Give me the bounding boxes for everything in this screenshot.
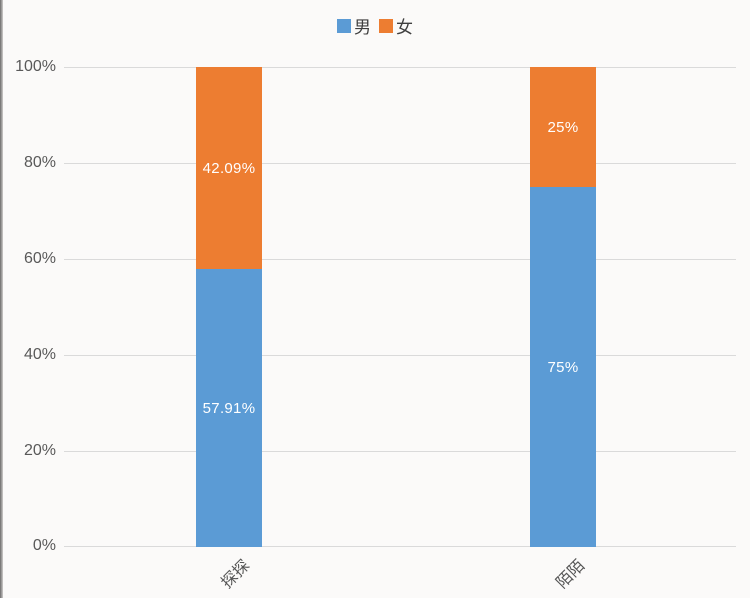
gridline-20 [64, 451, 736, 452]
x-label-tantan: 探探 [218, 557, 254, 592]
gridline-0-baseline [64, 546, 736, 547]
x-label-momo: 陌陌 [553, 557, 589, 592]
chart-legend: 男 女 [0, 13, 750, 38]
bar-tantan-male-segment: 57.91% [196, 269, 262, 547]
female-color-swatch-icon [379, 18, 393, 33]
legend-label-female: 女 [396, 18, 413, 37]
bar-momo-male-label: 75% [547, 358, 579, 376]
y-tick-0: 0% [32, 537, 56, 554]
y-tick-60: 60% [23, 250, 56, 267]
bar-momo: 25% 75% [530, 67, 596, 547]
photo-left-edge [0, 0, 3, 598]
bar-momo-male-segment: 75% [530, 187, 596, 547]
bar-tantan-male-label: 57.91% [202, 399, 256, 417]
legend-item-male: 男 [337, 13, 371, 38]
bar-momo-female-label: 25% [547, 118, 579, 136]
gridline-60 [64, 259, 736, 260]
y-tick-80: 80% [23, 154, 56, 171]
bar-tantan-female-segment: 42.09% [196, 67, 262, 270]
plot-area: 42.09% 57.91% 25% 75% [64, 67, 736, 547]
bar-tantan-female-label: 42.09% [202, 159, 256, 177]
y-tick-100: 100% [15, 58, 56, 75]
male-color-swatch-icon [337, 18, 351, 33]
gridline-40 [64, 355, 736, 356]
legend-label-male: 男 [354, 18, 371, 37]
bar-tantan: 42.09% 57.91% [196, 67, 262, 547]
y-tick-40: 40% [23, 346, 56, 363]
bar-momo-female-segment: 25% [530, 67, 596, 187]
gridline-80 [64, 163, 736, 164]
gridline-100 [64, 67, 736, 68]
legend-item-female: 女 [379, 13, 413, 38]
y-tick-20: 20% [23, 442, 56, 459]
